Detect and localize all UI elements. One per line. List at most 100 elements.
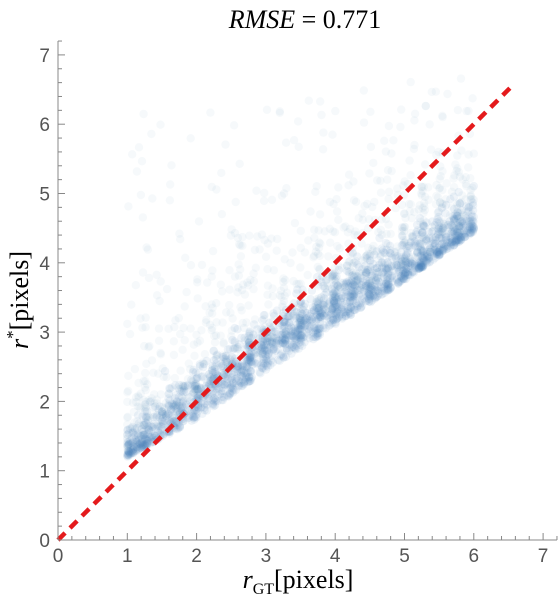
data-point xyxy=(267,336,277,346)
data-point xyxy=(192,405,201,414)
data-point xyxy=(329,290,339,299)
data-point xyxy=(304,96,313,105)
data-point xyxy=(296,315,306,324)
data-point xyxy=(369,285,378,294)
data-point xyxy=(296,321,305,330)
data-point xyxy=(242,363,251,372)
data-point xyxy=(413,261,422,270)
data-point xyxy=(364,291,374,300)
data-point xyxy=(312,330,321,339)
data-point xyxy=(454,214,463,223)
data-point xyxy=(436,162,445,171)
data-point xyxy=(218,361,227,370)
data-point xyxy=(413,264,423,274)
data-point xyxy=(418,261,428,270)
data-point xyxy=(326,310,335,319)
data-point xyxy=(363,265,373,275)
data-point xyxy=(389,261,399,270)
data-point xyxy=(364,215,374,224)
data-point xyxy=(452,238,461,247)
data-point xyxy=(230,337,239,346)
data-point xyxy=(400,253,409,262)
data-point xyxy=(348,276,357,286)
data-point xyxy=(143,416,153,425)
data-point xyxy=(338,309,348,319)
data-point xyxy=(142,412,151,422)
data-point xyxy=(296,335,305,344)
data-point xyxy=(442,179,451,188)
data-point xyxy=(232,373,241,383)
data-point xyxy=(419,251,428,260)
data-point xyxy=(207,300,216,309)
data-point xyxy=(414,264,424,273)
data-point xyxy=(296,315,305,325)
data-point xyxy=(131,438,140,447)
data-point xyxy=(218,395,228,405)
data-point xyxy=(227,326,236,335)
data-point xyxy=(260,335,269,344)
data-point xyxy=(249,277,259,286)
data-point xyxy=(261,351,271,360)
data-point xyxy=(154,336,164,345)
data-point xyxy=(438,247,447,256)
data-point xyxy=(138,420,147,430)
data-point xyxy=(435,250,444,259)
data-point xyxy=(456,218,465,227)
data-point xyxy=(366,291,375,300)
data-point xyxy=(442,238,452,247)
data-point xyxy=(306,294,315,304)
data-point xyxy=(200,398,210,408)
data-point xyxy=(246,351,255,360)
data-point xyxy=(297,333,306,343)
data-point xyxy=(208,366,217,375)
data-point xyxy=(419,221,428,230)
data-point xyxy=(296,330,305,340)
data-point xyxy=(164,409,173,419)
data-point xyxy=(123,441,132,451)
data-point xyxy=(165,384,174,393)
data-point xyxy=(449,183,459,192)
data-point xyxy=(235,340,244,349)
data-point xyxy=(466,220,476,229)
data-point xyxy=(207,364,216,373)
data-point xyxy=(298,318,307,328)
data-point xyxy=(141,433,150,442)
data-point xyxy=(221,140,230,149)
data-point xyxy=(128,445,138,454)
data-point xyxy=(459,211,468,220)
data-point xyxy=(410,253,420,262)
data-point xyxy=(398,240,407,249)
data-point xyxy=(140,341,149,351)
data-point xyxy=(193,338,202,347)
data-point xyxy=(246,367,256,377)
data-point xyxy=(347,282,356,291)
data-point xyxy=(240,377,249,387)
data-point xyxy=(162,284,172,294)
data-point xyxy=(379,261,388,270)
data-point xyxy=(124,447,133,456)
data-point xyxy=(246,353,255,362)
data-point xyxy=(427,87,436,97)
data-point xyxy=(356,271,365,281)
data-point xyxy=(290,325,300,334)
data-point xyxy=(424,227,433,237)
data-point xyxy=(387,272,397,281)
data-point xyxy=(334,285,343,294)
data-point xyxy=(410,261,419,270)
data-point xyxy=(227,332,236,341)
data-point xyxy=(233,325,242,334)
data-point xyxy=(321,305,330,314)
data-point xyxy=(251,263,260,272)
data-point xyxy=(287,331,297,340)
data-point xyxy=(312,295,322,304)
data-point xyxy=(196,383,206,393)
data-point xyxy=(331,280,341,289)
data-point xyxy=(444,223,454,232)
data-point xyxy=(433,248,442,257)
data-point xyxy=(366,249,375,259)
data-point xyxy=(169,337,178,346)
data-point xyxy=(446,233,455,243)
data-point xyxy=(177,384,186,394)
data-point xyxy=(353,275,362,284)
data-point xyxy=(129,448,138,458)
